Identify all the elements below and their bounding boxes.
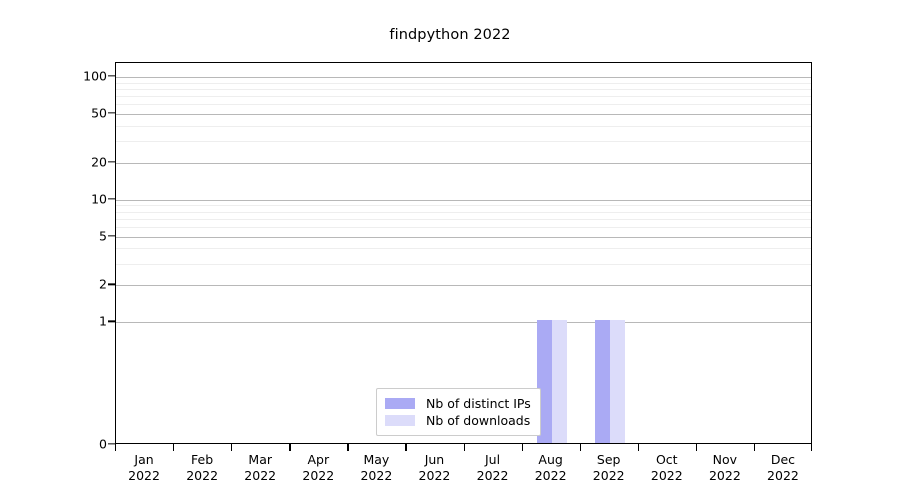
ytick-label-0: 0 (99, 436, 107, 452)
xtick-label-sep: Sep 2022 (593, 452, 625, 484)
ytick-mark-50 (108, 112, 115, 114)
gridline-70 (116, 95, 811, 97)
xtick-month: Dec (770, 452, 796, 467)
legend-label-0: Nb of distinct IPs (426, 396, 531, 411)
xtick-month: Oct (655, 452, 678, 467)
chart-legend: Nb of distinct IPs Nb of downloads (376, 388, 541, 436)
xtick-year: 2022 (302, 468, 335, 483)
gridline-80 (116, 88, 811, 90)
xtick-label-apr: Apr 2022 (302, 452, 334, 484)
xtick-month: Feb (191, 452, 214, 467)
gridline-30 (116, 141, 811, 143)
xtick-month: Jan (134, 452, 154, 467)
ytick-label-50: 50 (91, 105, 107, 121)
gridline-3 (116, 263, 811, 265)
gridline-6 (116, 226, 811, 228)
xtick-month: Mar (248, 452, 272, 467)
ytick-label-100: 100 (83, 68, 107, 84)
bar-sep-2022-series-0 (594, 320, 610, 443)
gridline-50 (116, 113, 811, 115)
xtick-label-feb: Feb 2022 (186, 452, 218, 484)
xtick-mark-9 (637, 444, 640, 451)
bars-layer (116, 63, 811, 443)
plot-area (115, 62, 812, 444)
xtick-year: 2022 (418, 468, 451, 483)
gridline-100 (116, 76, 811, 78)
gridline-8 (116, 211, 811, 213)
xtick-label-jan: Jan 2022 (128, 452, 160, 484)
ytick-mark-100 (108, 75, 115, 77)
gridline-2 (116, 285, 811, 287)
ytick-label-2: 2 (99, 276, 107, 292)
xtick-mark-5 (405, 444, 407, 451)
bar-aug-2022-series-1 (551, 320, 567, 443)
ytick-label-1: 1 (99, 313, 107, 329)
xtick-month: Nov (712, 452, 738, 467)
xtick-month: Jun (424, 452, 445, 467)
gridline-1 (116, 322, 811, 324)
gridline-9 (116, 205, 811, 207)
xtick-month: Sep (596, 452, 621, 467)
gridline-60 (116, 104, 811, 106)
xtick-label-jul: Jul 2022 (477, 452, 509, 484)
ytick-mark-5 (108, 234, 115, 237)
xtick-month: May (363, 452, 390, 467)
xtick-year: 2022 (128, 468, 160, 483)
xtick-year: 2022 (186, 468, 219, 483)
xtick-year: 2022 (244, 468, 277, 483)
xtick-mark-1 (173, 444, 175, 451)
page-title: findpython 2022 (389, 27, 511, 43)
xtick-mark-4 (347, 444, 349, 451)
bar-sep-2022-series-1 (609, 320, 625, 443)
xtick-year: 2022 (708, 468, 741, 483)
xtick-mark-end (810, 444, 812, 451)
legend-label-1: Nb of downloads (426, 413, 531, 428)
xtick-mark-8 (579, 444, 581, 451)
ytick-label-20: 20 (91, 154, 107, 170)
xtick-year: 2022 (650, 468, 683, 483)
gridline-20 (116, 162, 811, 164)
xtick-label-aug: Aug 2022 (535, 452, 567, 484)
gridline-90 (116, 82, 811, 84)
ytick-mark-20 (108, 161, 115, 163)
xtick-mark-3 (289, 444, 291, 451)
xtick-year: 2022 (592, 468, 625, 483)
xtick-year: 2022 (360, 468, 393, 483)
xtick-month: Apr (307, 452, 330, 467)
ytick-mark-0 (108, 443, 115, 445)
xtick-year: 2022 (767, 468, 799, 483)
xtick-label-dec: Dec 2022 (767, 452, 799, 484)
legend-swatch-1 (385, 415, 415, 426)
xtick-mark-2 (231, 444, 233, 451)
xtick-label-oct: Oct 2022 (651, 452, 683, 484)
xtick-mark-7 (521, 444, 523, 451)
ytick-mark-2 (108, 283, 115, 286)
xtick-mark-0 (115, 444, 117, 451)
xtick-label-nov: Nov 2022 (709, 452, 741, 484)
gridline-10 (116, 199, 811, 201)
xtick-mark-11 (753, 444, 756, 451)
gridline-4 (116, 248, 811, 250)
xtick-label-may: May 2022 (360, 452, 392, 484)
gridline-5 (116, 236, 811, 238)
legend-item-1: Nb of downloads (385, 412, 531, 429)
gridline-7 (116, 218, 811, 220)
xtick-mark-10 (695, 444, 698, 451)
xtick-label-jun: Jun 2022 (419, 452, 451, 484)
ytick-mark-1 (108, 320, 115, 322)
gridline-40 (116, 125, 811, 127)
ytick-label-10: 10 (91, 191, 107, 207)
ytick-label-5: 5 (99, 228, 107, 244)
xtick-year: 2022 (534, 468, 567, 483)
xtick-year: 2022 (476, 468, 509, 483)
xtick-month: Aug (538, 452, 563, 467)
gridlines (116, 63, 811, 443)
legend-swatch-0 (385, 398, 415, 409)
legend-item-0: Nb of distinct IPs (385, 395, 531, 412)
xtick-label-mar: Mar 2022 (244, 452, 276, 484)
xtick-month: Jul (484, 452, 501, 467)
xtick-mark-6 (463, 444, 465, 451)
ytick-mark-10 (108, 197, 115, 200)
